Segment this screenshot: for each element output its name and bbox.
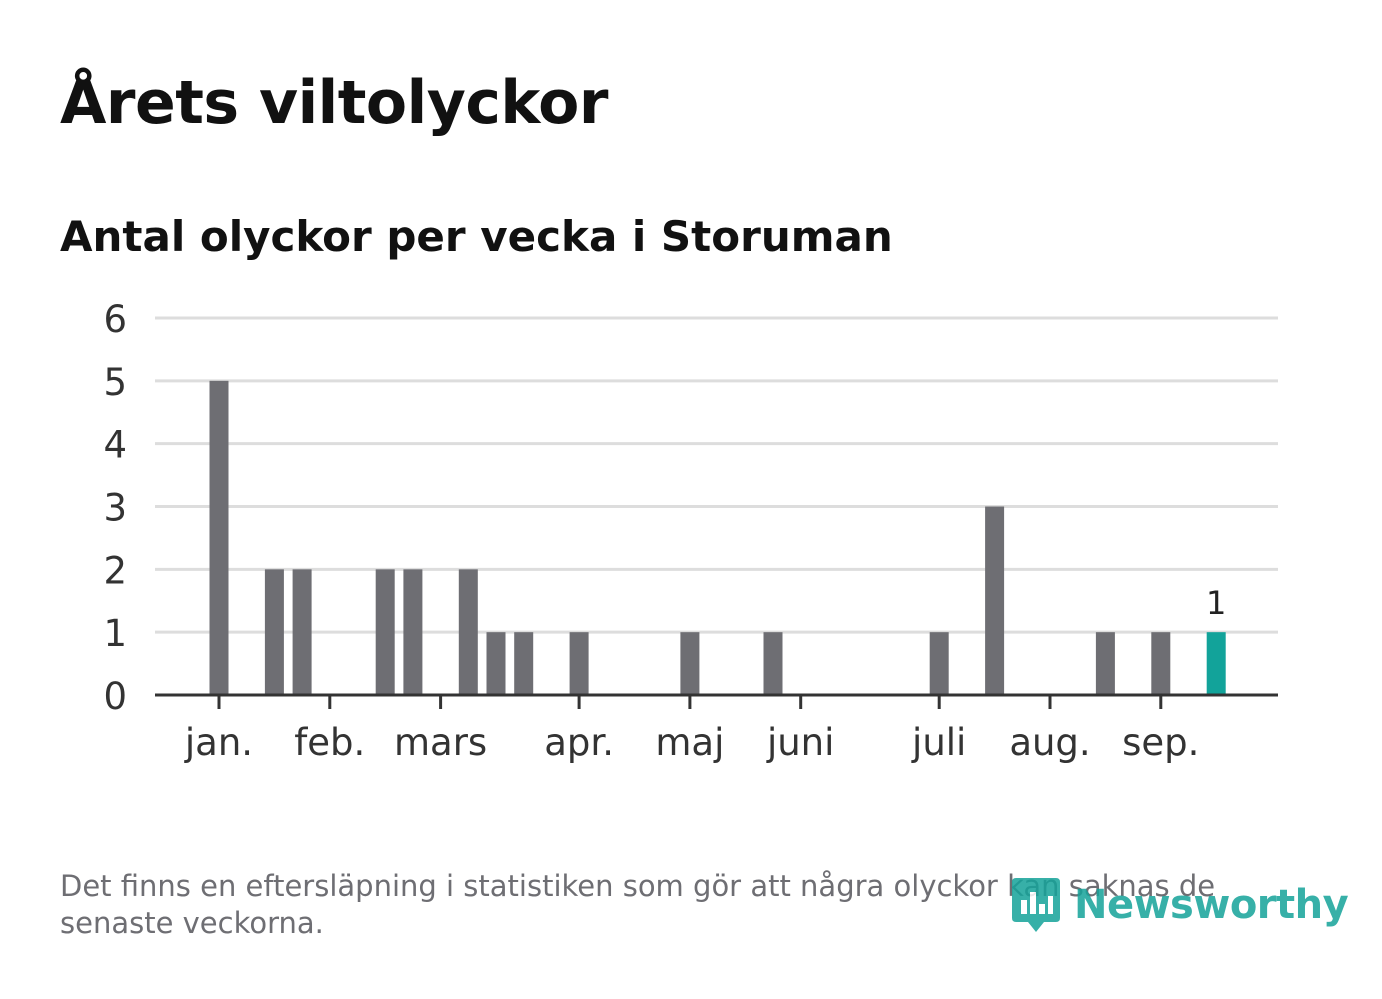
y-tick-label: 2 <box>103 549 127 592</box>
y-tick-label: 3 <box>103 487 127 530</box>
grid-lines <box>155 316 1278 634</box>
data-label: 1 <box>1206 584 1226 622</box>
bar <box>680 632 700 695</box>
x-tick-label: apr. <box>544 721 614 764</box>
y-tick-label: 6 <box>103 298 127 341</box>
chart-title: Årets viltolyckor <box>60 68 609 138</box>
bar <box>985 506 1005 695</box>
highlight-bar <box>1206 632 1226 695</box>
newsworthy-logo-icon <box>1012 878 1060 932</box>
bar <box>1151 632 1171 695</box>
y-tick-label: 5 <box>103 361 127 404</box>
x-tick-label: mars <box>394 721 487 764</box>
data-labels: 1 <box>1206 584 1226 622</box>
bar <box>292 569 312 695</box>
x-tick-label: sep. <box>1122 721 1199 764</box>
bars <box>209 380 1226 695</box>
y-tick-label: 0 <box>103 675 127 718</box>
y-tick-label: 4 <box>103 424 127 467</box>
bar <box>403 569 423 695</box>
logo-text: Newsworthy <box>1074 882 1349 928</box>
bar <box>1095 632 1115 695</box>
bar <box>569 632 589 695</box>
y-axis-labels: 0 1 2 3 4 5 6 <box>103 298 127 718</box>
x-tick-label: feb. <box>294 721 365 764</box>
bar <box>486 632 506 695</box>
bar <box>375 569 395 695</box>
chart-subtitle: Antal olyckor per vecka i Storuman <box>60 212 893 261</box>
x-tick-label: aug. <box>1009 721 1090 764</box>
bar <box>458 569 478 695</box>
bar <box>929 632 949 695</box>
newsworthy-logo: Newsworthy <box>1008 874 1349 936</box>
x-tick-label: juni <box>766 721 834 764</box>
x-tick-label: jan. <box>184 721 253 764</box>
bar <box>514 632 534 695</box>
bar <box>264 569 284 695</box>
x-tick-label: maj <box>655 721 724 764</box>
x-axis-labels: jan. feb. mars apr. maj juni juli aug. sep. <box>184 695 1199 764</box>
y-tick-label: 1 <box>103 612 127 655</box>
bar <box>209 380 229 695</box>
x-tick-label: juli <box>911 721 966 764</box>
bar <box>763 632 783 695</box>
